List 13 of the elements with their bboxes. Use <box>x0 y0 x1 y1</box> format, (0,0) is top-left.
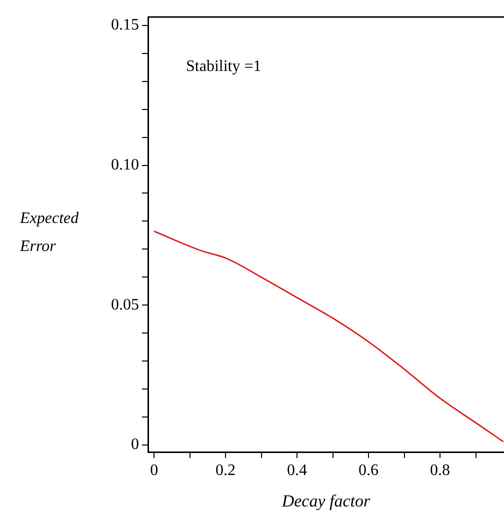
y-tick-label: 0.10 <box>111 156 139 174</box>
x-tick-label: 0.4 <box>287 462 308 479</box>
x-tick-label: 0.2 <box>216 462 236 479</box>
y-tick-label: 0.05 <box>111 296 139 314</box>
x-axis-title: Decay factor <box>280 491 371 510</box>
line-series <box>153 230 504 442</box>
x-tick-label: 0 <box>150 462 158 479</box>
y-axis-title: Expected Error <box>19 210 80 256</box>
y-tick-label: 0 <box>131 436 139 454</box>
annotation: Stability =1 <box>186 58 262 76</box>
x-tick-label: 0.6 <box>358 462 379 479</box>
y-tick-label: 0.15 <box>111 16 139 34</box>
x-tick-label: 0.8 <box>430 462 450 479</box>
